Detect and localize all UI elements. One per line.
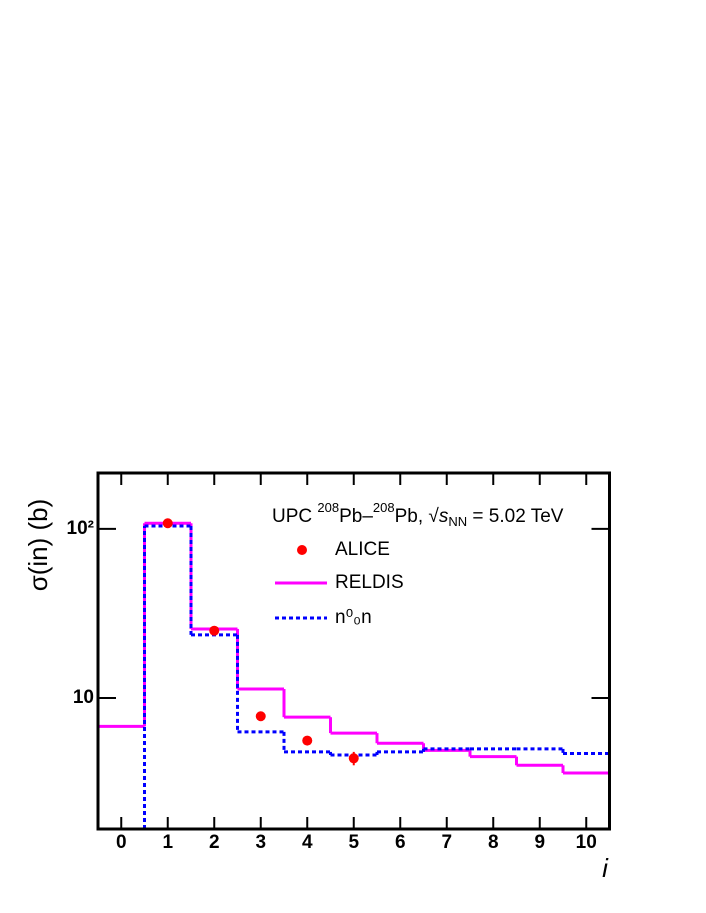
annotation-part: NN [448, 514, 467, 529]
legend-marker [297, 545, 307, 555]
legend-label: ALICE [335, 539, 390, 560]
x-tick-label: 2 [209, 832, 220, 853]
y-tick-label: 10 [73, 687, 94, 708]
x-tick-label: 8 [488, 832, 499, 853]
x-tick-label: 10 [576, 832, 597, 853]
x-tick-label: 9 [534, 832, 545, 853]
data-point [209, 625, 220, 636]
x-tick-label: 6 [395, 832, 406, 853]
x-tick-label: 3 [255, 832, 266, 853]
data-point [162, 518, 173, 529]
legend-label: RELDIS [335, 572, 404, 593]
y-tick-label: 10² [67, 518, 94, 539]
x-tick-label: 7 [441, 832, 452, 853]
annotation-part: 208 [317, 500, 339, 515]
annotation: UPC 208Pb–208Pb, √sNN = 5.02 TeV [272, 500, 564, 529]
legend-label: n⁰₀n [335, 607, 372, 628]
annotation-part: UPC [272, 506, 317, 527]
y-axis-label: σ(in) (b) [23, 499, 53, 592]
data-point [302, 735, 313, 746]
annotation-part: s [439, 506, 449, 527]
x-tick-label: 0 [116, 832, 127, 853]
x-tick-label: 4 [302, 832, 313, 853]
x-tick-label: 1 [162, 832, 173, 853]
data-point [255, 711, 266, 722]
annotation-part: 208 [373, 500, 395, 515]
annotation-part: Pb– [339, 506, 373, 527]
data-point [348, 753, 359, 764]
annotation-part: = 5.02 TeV [467, 506, 564, 527]
annotation-part: Pb, √ [395, 506, 440, 527]
x-tick-label: 5 [348, 832, 359, 853]
x-axis-label: i [602, 853, 609, 883]
